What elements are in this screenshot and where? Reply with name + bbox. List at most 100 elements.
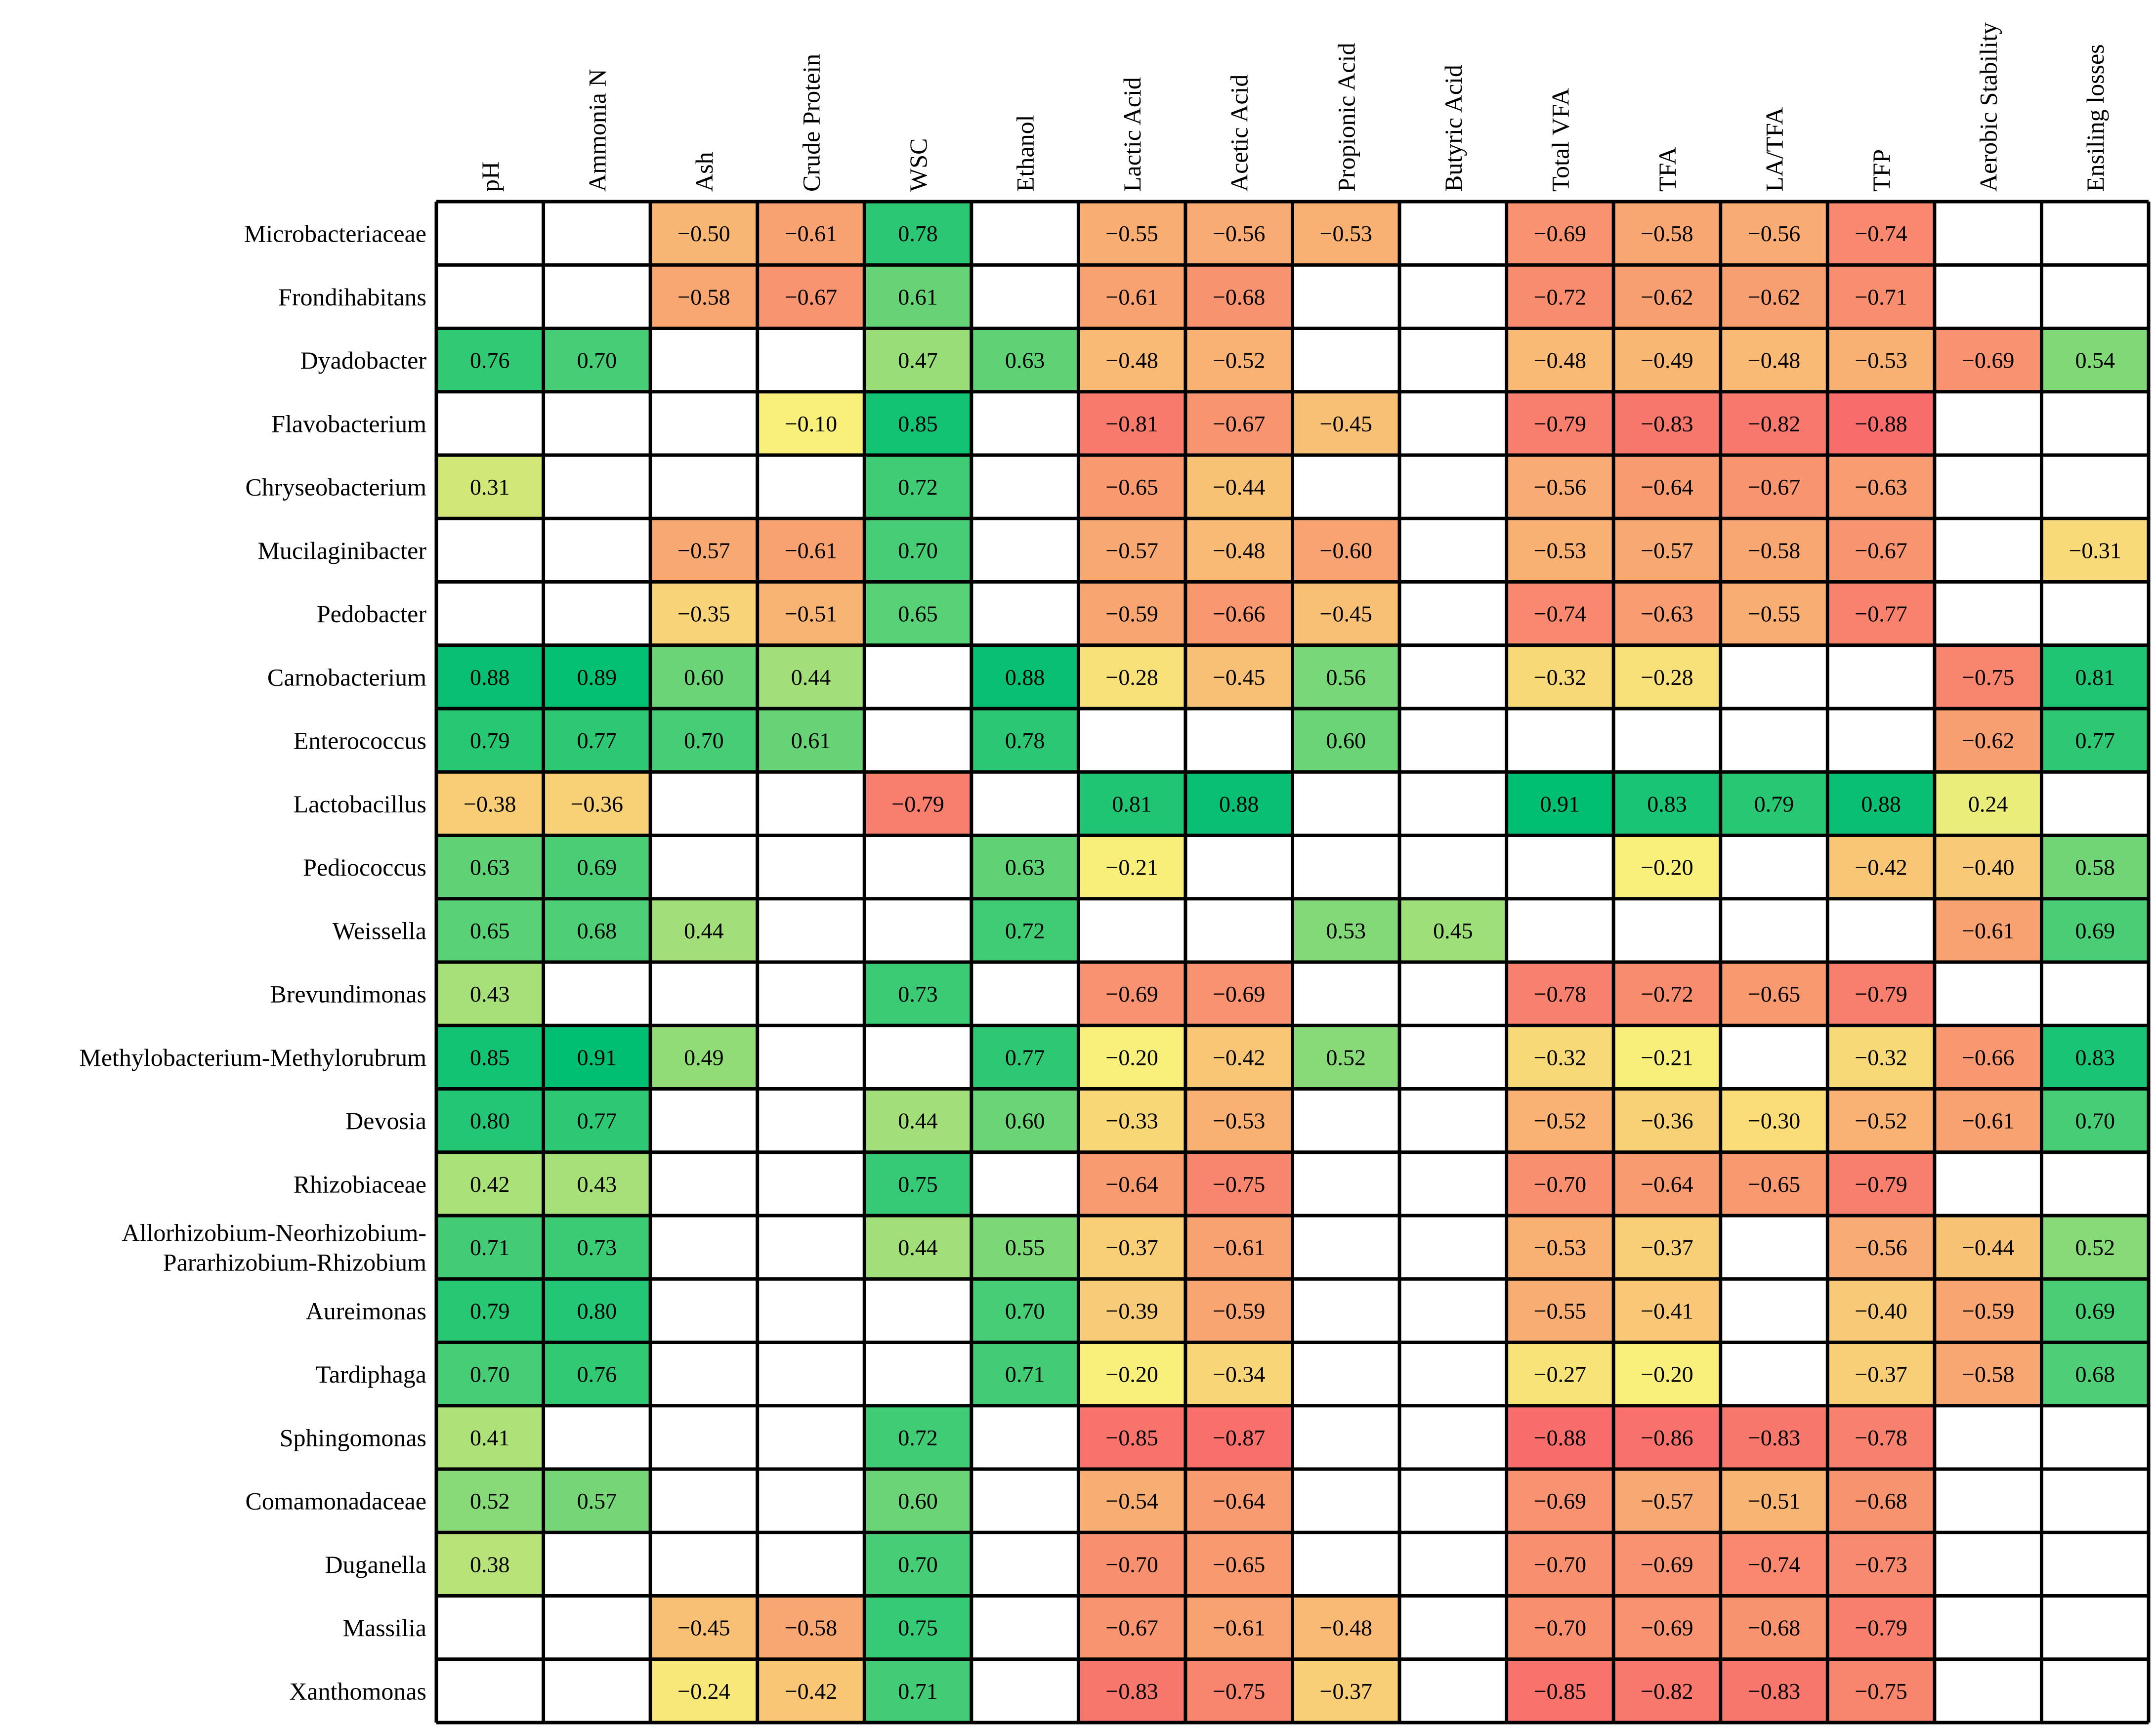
cell-value-label: 0.81 [1112, 791, 1152, 816]
cell-value-label: −0.57 [1641, 538, 1693, 563]
heatmap-cell [650, 518, 758, 582]
cell-value-label: −0.83 [1105, 1679, 1158, 1704]
column-label: Aerobic Stability [1975, 22, 2002, 192]
heatmap-cell [436, 1089, 544, 1152]
heatmap-cell [1613, 1216, 1721, 1279]
cell-value-label: 0.47 [898, 348, 938, 373]
heatmap-cell [1934, 1279, 2042, 1343]
heatmap-cell [436, 1405, 544, 1469]
heatmap-cell [1078, 328, 1185, 392]
cell-value-label: 0.70 [684, 728, 724, 753]
heatmap-cell [1720, 1532, 1828, 1596]
cell-value-label: −0.75 [1855, 1679, 1907, 1704]
cell-value-label: 0.69 [577, 855, 617, 880]
cell-value-label: −0.69 [1962, 348, 2014, 373]
heatmap-cell [1613, 518, 1721, 582]
column-labels: pH Ammonia N Ash Crude Protein WSC Ethanol Lac… [476, 22, 2109, 192]
heatmap-cell [864, 1089, 972, 1152]
cell-value-label: −0.37 [1641, 1235, 1693, 1260]
cell-value-label: −0.58 [677, 284, 730, 309]
cell-value-label: −0.71 [1855, 284, 1907, 309]
row-label: Aureimonas [306, 1297, 426, 1325]
cell-value-label: 0.79 [470, 1298, 510, 1323]
heatmap-cell [1506, 1025, 1614, 1089]
cell-value-label: −0.28 [1105, 665, 1158, 690]
heatmap-cell [864, 455, 972, 519]
cell-value-label: −0.20 [1641, 855, 1693, 880]
cell-value-label: 0.69 [2075, 918, 2115, 943]
heatmap-cell [1185, 1342, 1293, 1406]
cell-value-label: −0.65 [1105, 474, 1158, 500]
cell-value-label: −0.78 [1534, 981, 1586, 1007]
cell-value-label: 0.65 [470, 918, 510, 943]
heatmap-cell [1720, 328, 1828, 392]
heatmap-cell [1078, 645, 1185, 709]
cell-value-label: 0.71 [898, 1679, 938, 1704]
heatmap-cell [1506, 1469, 1614, 1533]
heatmap-cell [2041, 709, 2149, 772]
heatmap-cell [864, 1405, 972, 1469]
cell-value-label: −0.67 [1213, 411, 1265, 436]
heatmap-cell [1185, 1405, 1293, 1469]
heatmap-cell [1827, 1405, 1935, 1469]
heatmap-cell [543, 1469, 651, 1533]
row-label: Pedobacter [317, 600, 426, 628]
cell-value-label: 0.71 [470, 1235, 510, 1260]
heatmap-cell [650, 265, 758, 329]
cell-value-label: −0.68 [1213, 284, 1265, 309]
cell-value-label: −0.69 [1641, 1615, 1693, 1641]
cell-value-label: −0.63 [1855, 474, 1907, 500]
heatmap-cell [1720, 391, 1828, 455]
cell-value-label: 0.58 [2075, 855, 2115, 880]
cell-value-label: −0.44 [1213, 474, 1265, 500]
heatmap-cell [971, 645, 1079, 709]
cell-value-label: −0.70 [1105, 1552, 1158, 1577]
cell-value-label: −0.55 [1748, 601, 1800, 627]
row-label-line: Allorhizobium-Neorhizobium- [122, 1219, 426, 1247]
heatmap-cell [1506, 582, 1614, 645]
cell-value-label: −0.87 [1213, 1425, 1265, 1450]
cell-value-label: 0.70 [577, 348, 617, 373]
heatmap-cell [436, 1025, 544, 1089]
cell-value-label: 0.83 [2075, 1045, 2115, 1070]
heatmap-cell [436, 1152, 544, 1216]
cell-value-label: −0.49 [1641, 348, 1693, 373]
heatmap-cell [757, 265, 865, 329]
heatmap-cell [1613, 1025, 1721, 1089]
heatmap-cell [1078, 582, 1185, 645]
heatmap-cell [436, 1469, 544, 1533]
heatmap-cell [543, 1342, 651, 1406]
cell-value-label: −0.70 [1534, 1615, 1586, 1641]
column-label: TFP [1867, 149, 1895, 192]
heatmap-cell [1078, 1279, 1185, 1343]
heatmap-cell [1827, 1216, 1935, 1279]
heatmap-cell [971, 328, 1079, 392]
cell-value-label: −0.69 [1641, 1552, 1693, 1577]
row-label: Pediococcus [303, 853, 426, 881]
cell-value-label: 0.60 [898, 1488, 938, 1514]
heatmap-cell [1934, 1089, 2042, 1152]
heatmap-cell [1078, 518, 1185, 582]
cell-value-label: 0.52 [2075, 1235, 2115, 1260]
heatmap-cell [1613, 391, 1721, 455]
cell-value-label: −0.51 [1748, 1488, 1800, 1514]
heatmap-cell [1506, 202, 1614, 265]
heatmap-cell [1613, 1596, 1721, 1659]
heatmap-cell [1613, 202, 1721, 265]
heatmap-cell [1506, 1342, 1614, 1406]
cell-value-label: −0.79 [1855, 1172, 1907, 1197]
cell-value-label: 0.41 [470, 1425, 510, 1450]
heatmap-cell [971, 1025, 1079, 1089]
cell-value-label: 0.85 [470, 1045, 510, 1070]
cell-value-label: −0.58 [1641, 221, 1693, 246]
heatmap-cell [1292, 898, 1400, 962]
cell-value-label: 0.44 [684, 918, 724, 943]
cell-value-label: −0.85 [1534, 1679, 1586, 1704]
cell-value-label: −0.83 [1748, 1679, 1800, 1704]
cell-value-label: −0.37 [1105, 1235, 1158, 1260]
heatmap-cell [1078, 1596, 1185, 1659]
cell-value-label: −0.28 [1641, 665, 1693, 690]
row-label: Lactobacillus [294, 790, 426, 818]
heatmap-cell [1185, 391, 1293, 455]
cell-value-label: −0.53 [1534, 1235, 1586, 1260]
